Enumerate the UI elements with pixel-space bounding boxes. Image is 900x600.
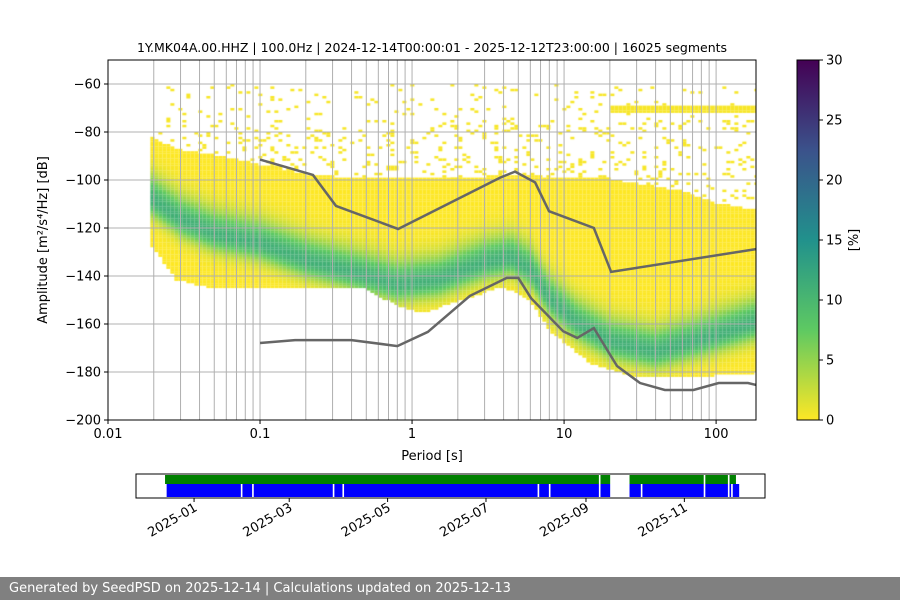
chart-title: 1Y.MK04A.00.HHZ | 100.0Hz | 2024-12-14T0… <box>137 40 727 55</box>
figure: 1Y.MK04A.00.HHZ | 100.0Hz | 2024-12-14T0… <box>36 40 862 541</box>
y-tick-label: −180 <box>65 366 101 381</box>
ppsd-density-image <box>108 60 756 420</box>
timeline-tick-label: 2025-03 <box>241 500 296 540</box>
nhnm-line <box>259 158 757 274</box>
y-axis-label: Amplitude [m²/s⁴/Hz] [dB] <box>36 156 51 324</box>
nlnm-line <box>259 276 757 392</box>
colorbar-tick-label: 15 <box>826 234 843 249</box>
psd-coverage-segment <box>344 484 538 497</box>
x-tick-label: 10 <box>556 427 573 442</box>
y-axis: −200 −180 −160 −140 −120 −100 −80 −60 <box>65 78 108 429</box>
x-axis-label: Period [s] <box>401 449 463 464</box>
timeline-tick-label: 2025-07 <box>437 500 492 540</box>
timeline-tick-label: 2025-01 <box>146 500 201 540</box>
psd-coverage-segment <box>334 484 343 497</box>
timeline-tick-label: 2025-09 <box>537 500 592 540</box>
coverage-timeline: 2025-01 2025-03 2025-05 2025-07 2025-09 2025-… <box>146 475 740 541</box>
x-axis: 0.01 0.1 1 10 100 <box>94 420 729 442</box>
psd-coverage-segment <box>642 484 704 497</box>
colorbar-tick-label: 30 <box>826 54 843 69</box>
data-coverage-segment <box>629 475 704 484</box>
colorbar-tick-label: 20 <box>826 174 843 189</box>
psd-coverage-segment <box>732 484 740 497</box>
colorbar-tick-label: 5 <box>826 354 834 369</box>
y-tick-label: −160 <box>65 318 101 333</box>
psd-coverage-segment <box>550 484 599 497</box>
psd-coverage-segment <box>253 484 333 497</box>
psd-coverage-segment <box>729 484 732 497</box>
plot-frame <box>107 59 757 421</box>
timeline-frame <box>135 473 766 499</box>
y-tick-label: −200 <box>65 414 101 429</box>
psd-coverage-segment <box>629 484 641 497</box>
x-tick-label: 0.1 <box>250 427 271 442</box>
y-tick-label: −120 <box>65 222 101 237</box>
grid <box>107 60 756 421</box>
colorbar-tick-label: 10 <box>826 294 843 309</box>
y-tick-label: −100 <box>65 174 101 189</box>
psd-coverage-segment <box>166 484 241 497</box>
colorbar-axis: 0 5 10 15 20 25 30 <box>819 54 843 429</box>
psd-coverage-segment <box>242 484 253 497</box>
y-tick-label: −140 <box>65 270 101 285</box>
noise-models <box>259 158 757 392</box>
colorbar <box>796 59 820 421</box>
psd-coverage-segment <box>600 484 611 497</box>
y-tick-label: −60 <box>74 78 101 93</box>
timeline-tick-label: 2025-05 <box>339 500 394 540</box>
data-coverage-segment <box>600 475 611 484</box>
data-coverage-segment <box>165 475 599 484</box>
data-coverage-segment <box>705 475 728 484</box>
footer-text: Generated by SeedPSD on 2025-12-14 | Cal… <box>0 577 900 600</box>
colorbar-tick-label: 0 <box>826 414 834 429</box>
psd-coverage-segment <box>705 484 728 497</box>
x-tick-label: 1 <box>408 427 416 442</box>
x-tick-label: 0.01 <box>94 427 123 442</box>
timeline-tick-label: 2025-11 <box>636 500 691 540</box>
colorbar-label: [%] <box>847 229 862 252</box>
y-tick-label: −80 <box>74 126 101 141</box>
psd-coverage-segment <box>539 484 549 497</box>
data-coverage-segment <box>729 475 736 484</box>
x-tick-label: 100 <box>704 427 729 442</box>
colorbar-tick-label: 25 <box>826 114 843 129</box>
